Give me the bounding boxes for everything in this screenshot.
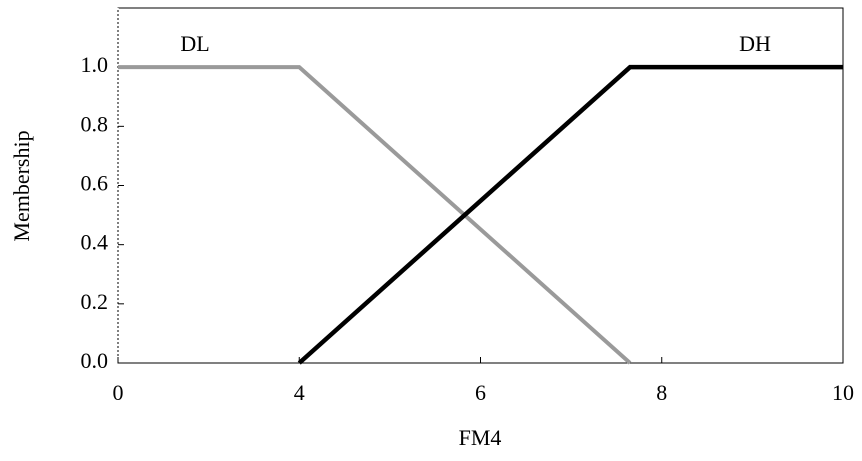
x-tick-label: 0 [113, 380, 124, 405]
y-tick-label: 0.4 [81, 230, 109, 255]
x-tick-label: 4 [294, 380, 305, 405]
y-tick-label: 1.0 [81, 52, 109, 77]
y-tick-label: 0.6 [81, 171, 109, 196]
y-axis-label: Membership [9, 130, 34, 241]
y-tick-label: 0.0 [81, 348, 109, 373]
series-line [297, 64, 843, 365]
y-tick-label: 0.8 [81, 111, 109, 136]
series-line [118, 65, 632, 365]
x-axis-label: FM4 [459, 425, 502, 450]
annotation: DH [739, 31, 771, 56]
x-tick-label: 10 [832, 380, 854, 405]
x-tick-label: 6 [475, 380, 486, 405]
plot-frame [117, 7, 844, 364]
x-tick-label: 8 [656, 380, 667, 405]
y-tick-label: 0.2 [81, 289, 109, 314]
annotation: DL [180, 31, 209, 56]
